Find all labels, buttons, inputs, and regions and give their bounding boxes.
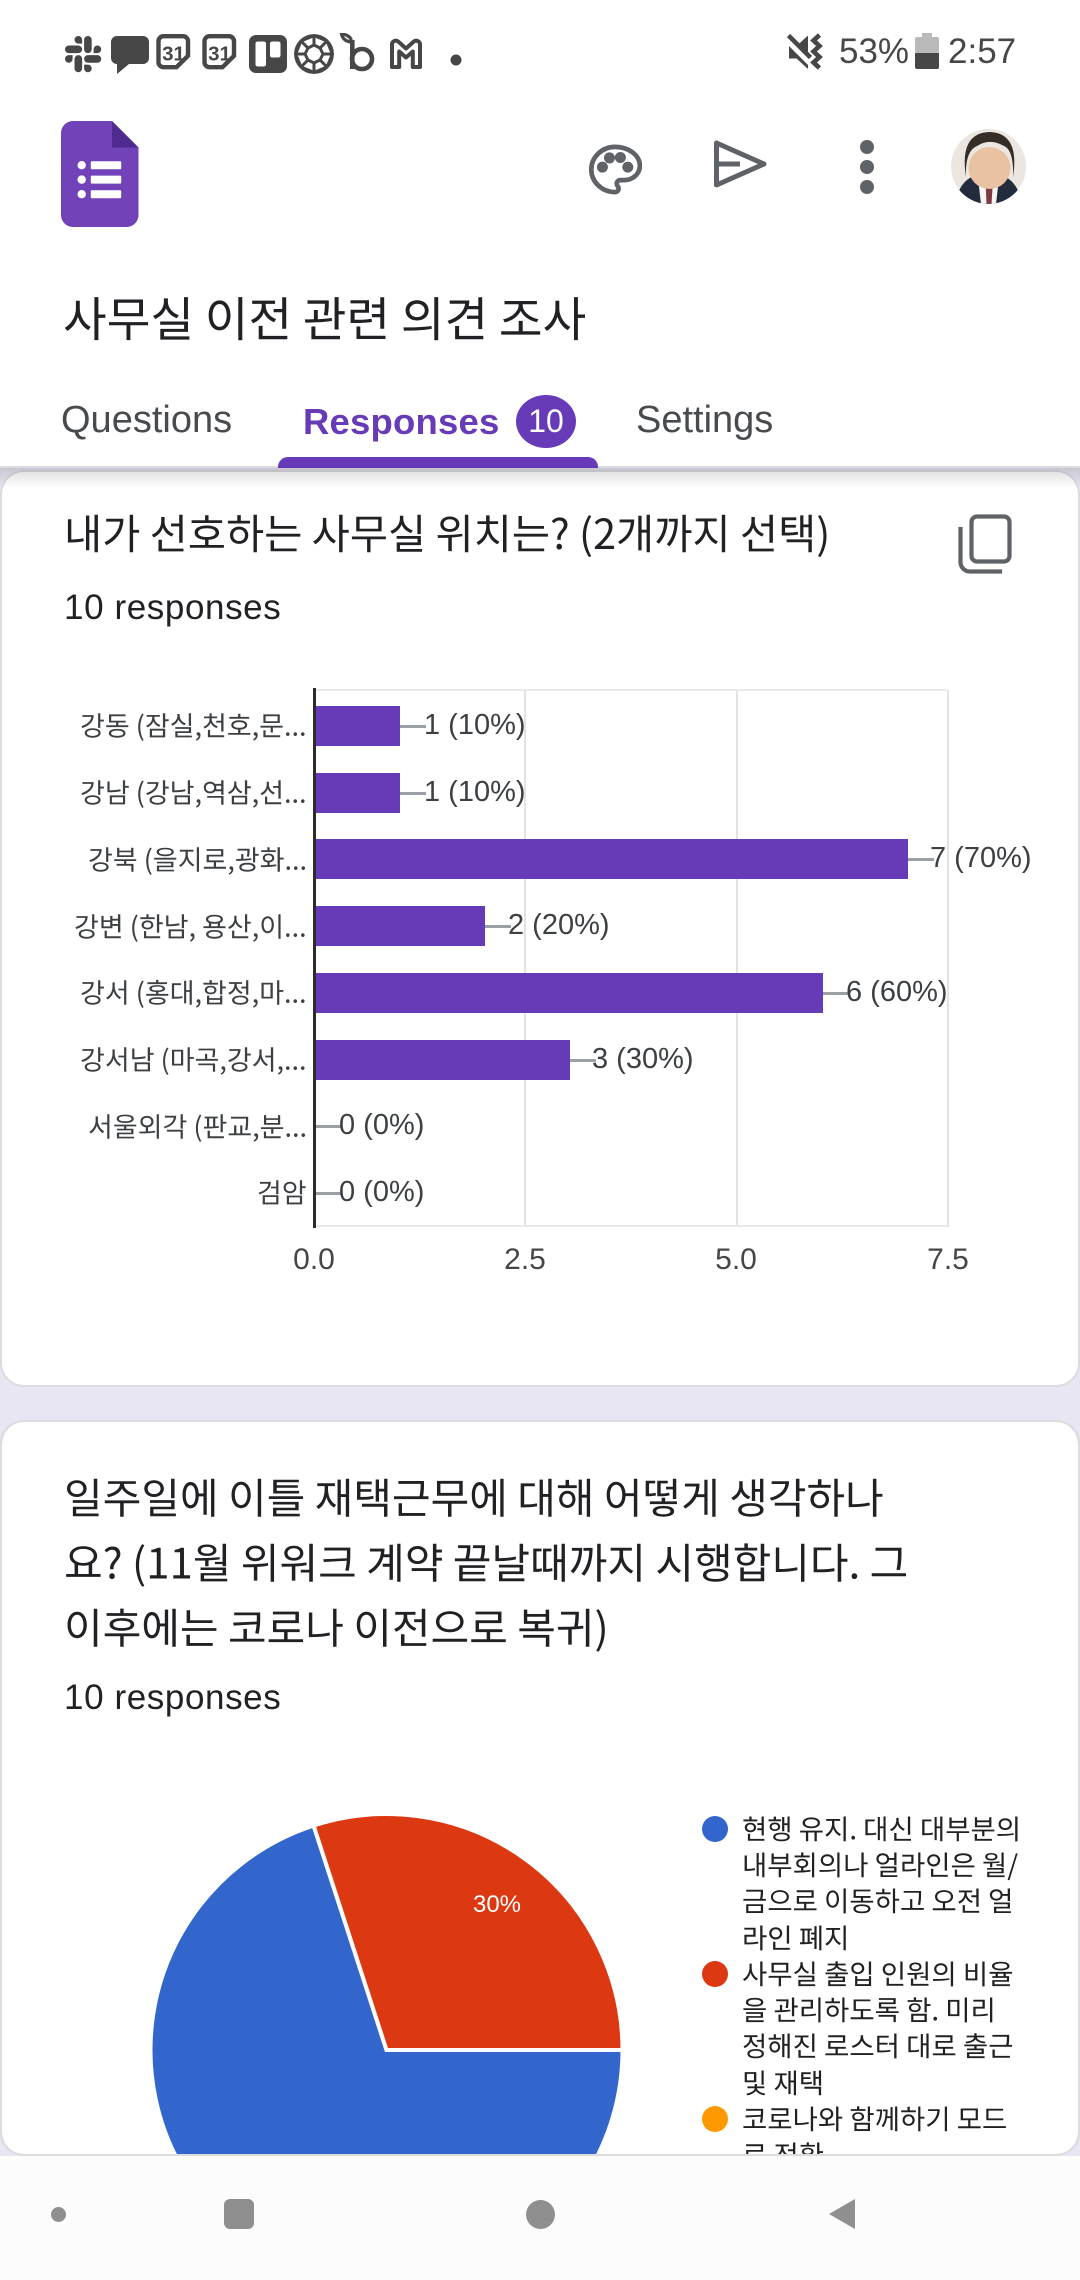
- svg-text:31: 31: [208, 43, 231, 66]
- svg-text:30%: 30%: [473, 1891, 521, 1918]
- svg-text:31: 31: [162, 43, 185, 66]
